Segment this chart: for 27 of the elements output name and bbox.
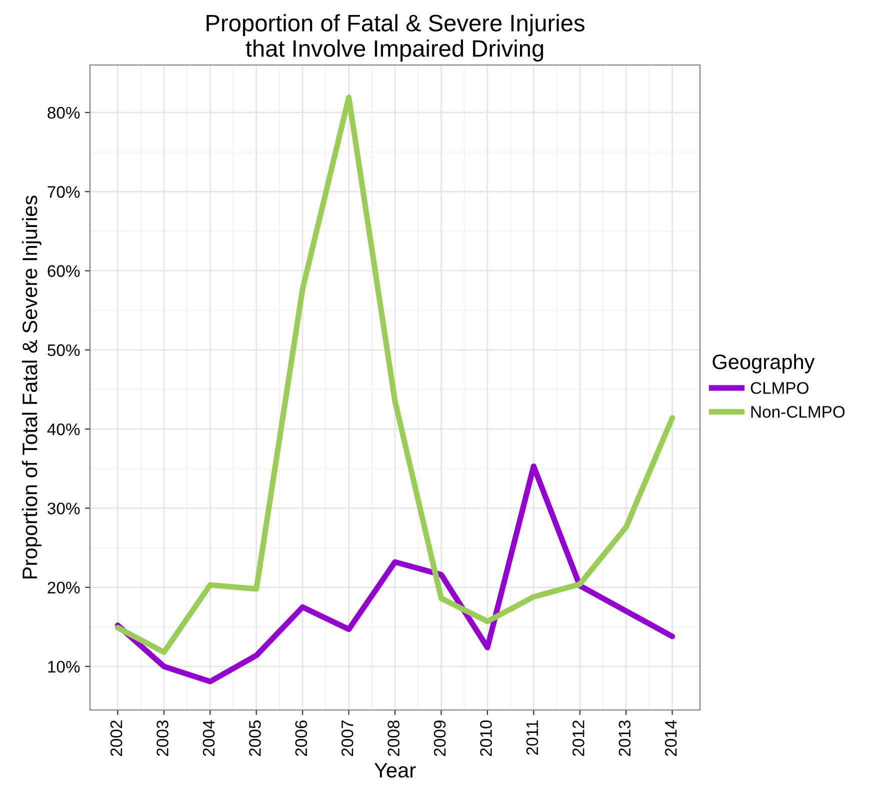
y-tick-label: 80%	[48, 106, 80, 119]
x-tick-label: 2011	[526, 720, 538, 755]
y-tick-label: 10%	[48, 660, 80, 673]
y-axis-title: Proportion of Total Fatal & Severe Injuries	[22, 196, 42, 578]
x-tick-label: 2005	[249, 720, 261, 756]
x-tick-label: 2014	[664, 720, 677, 756]
legend-label: CLMPO	[750, 382, 808, 394]
x-tick-label: 2002	[110, 720, 122, 756]
legend-title: Geography	[712, 354, 815, 374]
x-tick-label: 2013	[618, 720, 631, 756]
y-tick-label: 60%	[48, 265, 80, 277]
y-tick-label: 30%	[48, 502, 80, 514]
y-tick-label: 50%	[48, 344, 80, 356]
x-tick-label: 2004	[202, 720, 215, 756]
x-tick-label: 2006	[295, 720, 308, 756]
x-tick-label: 2003	[156, 720, 168, 756]
x-tick-label: 2012	[572, 720, 584, 756]
x-tick-label: 2009	[434, 720, 446, 756]
x-tick-label: 2007	[341, 720, 354, 756]
chart-title: Proportion of Fatal & Severe Injuries that Involve Impaired Driving	[206, 14, 584, 62]
y-tick-label: 70%	[48, 186, 80, 198]
legend-label: Non-CLMPO	[751, 406, 845, 418]
x-tick-label: 2010	[480, 720, 492, 756]
x-axis-title: Year	[374, 763, 416, 778]
y-tick-label: 20%	[48, 582, 80, 594]
y-tick-label: 40%	[47, 423, 80, 436]
x-tick-label: 2008	[388, 720, 400, 756]
